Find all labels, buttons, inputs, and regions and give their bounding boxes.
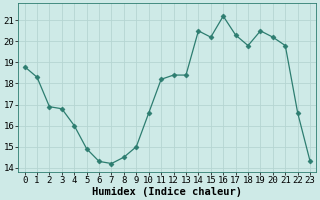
X-axis label: Humidex (Indice chaleur): Humidex (Indice chaleur) — [92, 186, 242, 197]
